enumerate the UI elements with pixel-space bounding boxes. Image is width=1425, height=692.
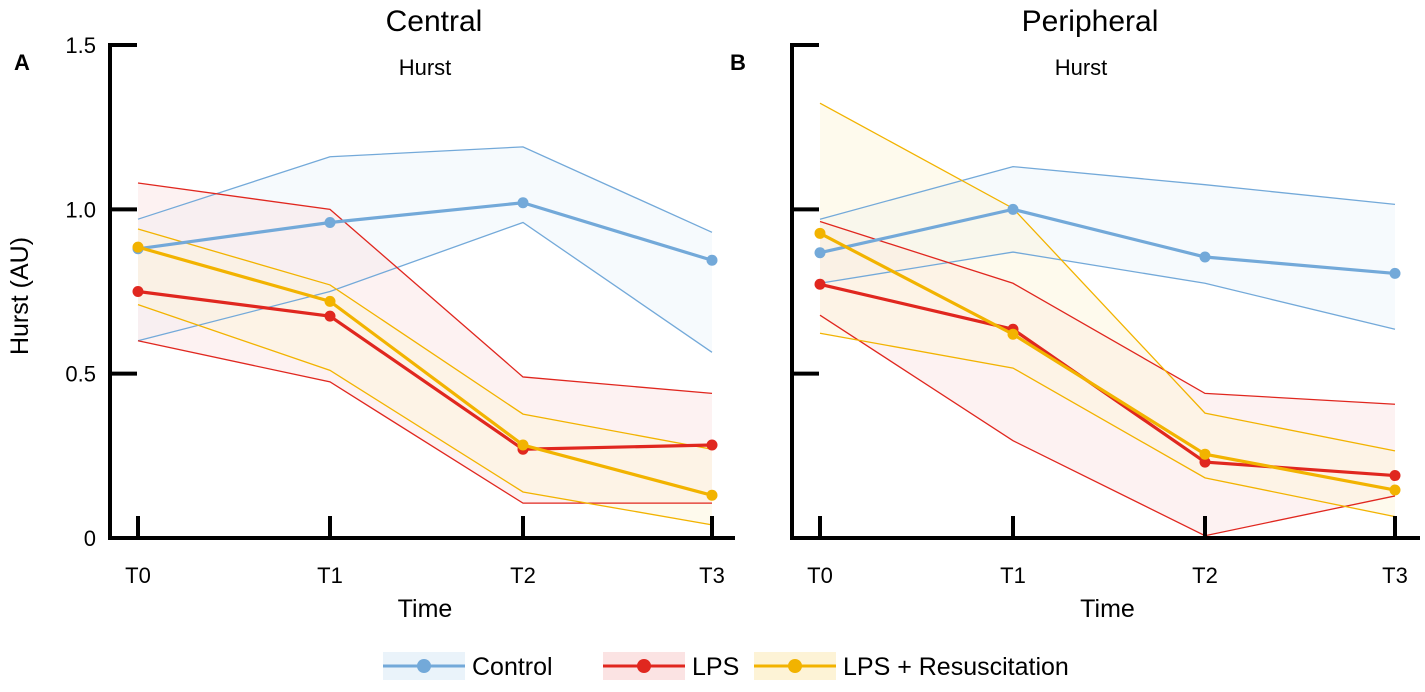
data-point [706, 439, 718, 451]
panel-b: T0 T1 T2 T3 B Peripheral Hurst Time [730, 5, 1420, 623]
legend-item-0: Control [383, 652, 553, 681]
legend-item-2: LPS + Resuscitation [754, 652, 1069, 681]
data-point [1389, 484, 1401, 496]
ci-upper-line-1 [819, 220, 1396, 405]
x-tick-label: T1 [1000, 563, 1026, 588]
panel-label: B [730, 50, 746, 75]
data-point [132, 241, 144, 253]
x-axis-label: Time [1080, 595, 1135, 623]
x-tick-label: T3 [699, 563, 725, 588]
y-tick-label: 1.5 [65, 33, 96, 58]
y-tick-label: 0.5 [65, 362, 96, 387]
legend-marker [788, 659, 802, 673]
data-point [517, 439, 529, 451]
data-point [324, 295, 336, 307]
data-point [814, 278, 826, 290]
data-point [1007, 203, 1019, 215]
data-point [1199, 448, 1211, 460]
x-tick-label: T0 [807, 563, 833, 588]
panel-a: 0 0.5 1.0 1.5 T0 T1 T2 T3 A Central Hurst Time Hurst… [6, 5, 735, 623]
y-axis-label: Hurst (AU) [6, 237, 34, 355]
x-tick-label: T2 [1192, 563, 1218, 588]
data-point [1389, 470, 1401, 482]
panel-subtitle: Hurst [1055, 55, 1108, 80]
legend: Control LPS LPS + Resuscitation [383, 652, 1069, 681]
x-tick-label: T3 [1382, 563, 1408, 588]
ci-upper-line-2 [819, 102, 1396, 452]
ci-band-2 [138, 229, 712, 525]
y-tick-label: 0 [84, 526, 96, 551]
data-point [1199, 456, 1211, 468]
data-point [706, 254, 718, 266]
legend-marker [417, 659, 431, 673]
panel-title: Peripheral [1022, 5, 1159, 38]
data-point [1199, 251, 1211, 263]
panel-title: Central [386, 5, 483, 38]
data-point [517, 197, 529, 209]
mean-line-2 [137, 245, 713, 497]
ci-lower-line-1 [137, 340, 712, 504]
panel-subtitle: Hurst [399, 55, 452, 80]
x-tick-label: T0 [125, 563, 151, 588]
data-point [324, 216, 336, 228]
data-point [1007, 328, 1019, 340]
data-point [132, 286, 144, 297]
y-tick-label: 1.0 [65, 197, 96, 222]
data-point [706, 489, 718, 501]
x-tick-label: T2 [510, 563, 536, 588]
ci-upper-line-2 [137, 228, 713, 450]
mean-line-1 [137, 289, 713, 451]
x-tick-label: T1 [317, 563, 343, 588]
ci-band-0 [138, 146, 712, 353]
ci-lower-line-2 [137, 304, 713, 526]
legend-label: Control [472, 653, 553, 681]
legend-label: LPS + Resuscitation [843, 653, 1069, 681]
legend-label: LPS [692, 653, 739, 681]
x-axis-label: Time [398, 595, 453, 623]
mean-line-0 [819, 207, 1396, 276]
data-point [814, 247, 826, 259]
ci-band-1 [820, 221, 1395, 536]
ci-upper-line-0 [137, 146, 713, 233]
mean-line-0 [137, 201, 713, 262]
legend-item-1: LPS [603, 652, 739, 681]
ci-lower-line-1 [819, 314, 1396, 537]
panel-label: A [14, 50, 30, 75]
data-point [1389, 267, 1401, 279]
ci-upper-line-0 [819, 165, 1396, 220]
data-point [324, 310, 336, 322]
ci-lower-line-0 [137, 221, 713, 353]
ci-upper-line-1 [137, 182, 713, 395]
ci-lower-line-0 [819, 251, 1396, 330]
ci-band-0 [820, 166, 1395, 330]
legend-marker [637, 659, 651, 673]
mean-line-2 [819, 231, 1396, 492]
ci-lower-line-2 [819, 332, 1396, 518]
data-point [814, 227, 826, 239]
